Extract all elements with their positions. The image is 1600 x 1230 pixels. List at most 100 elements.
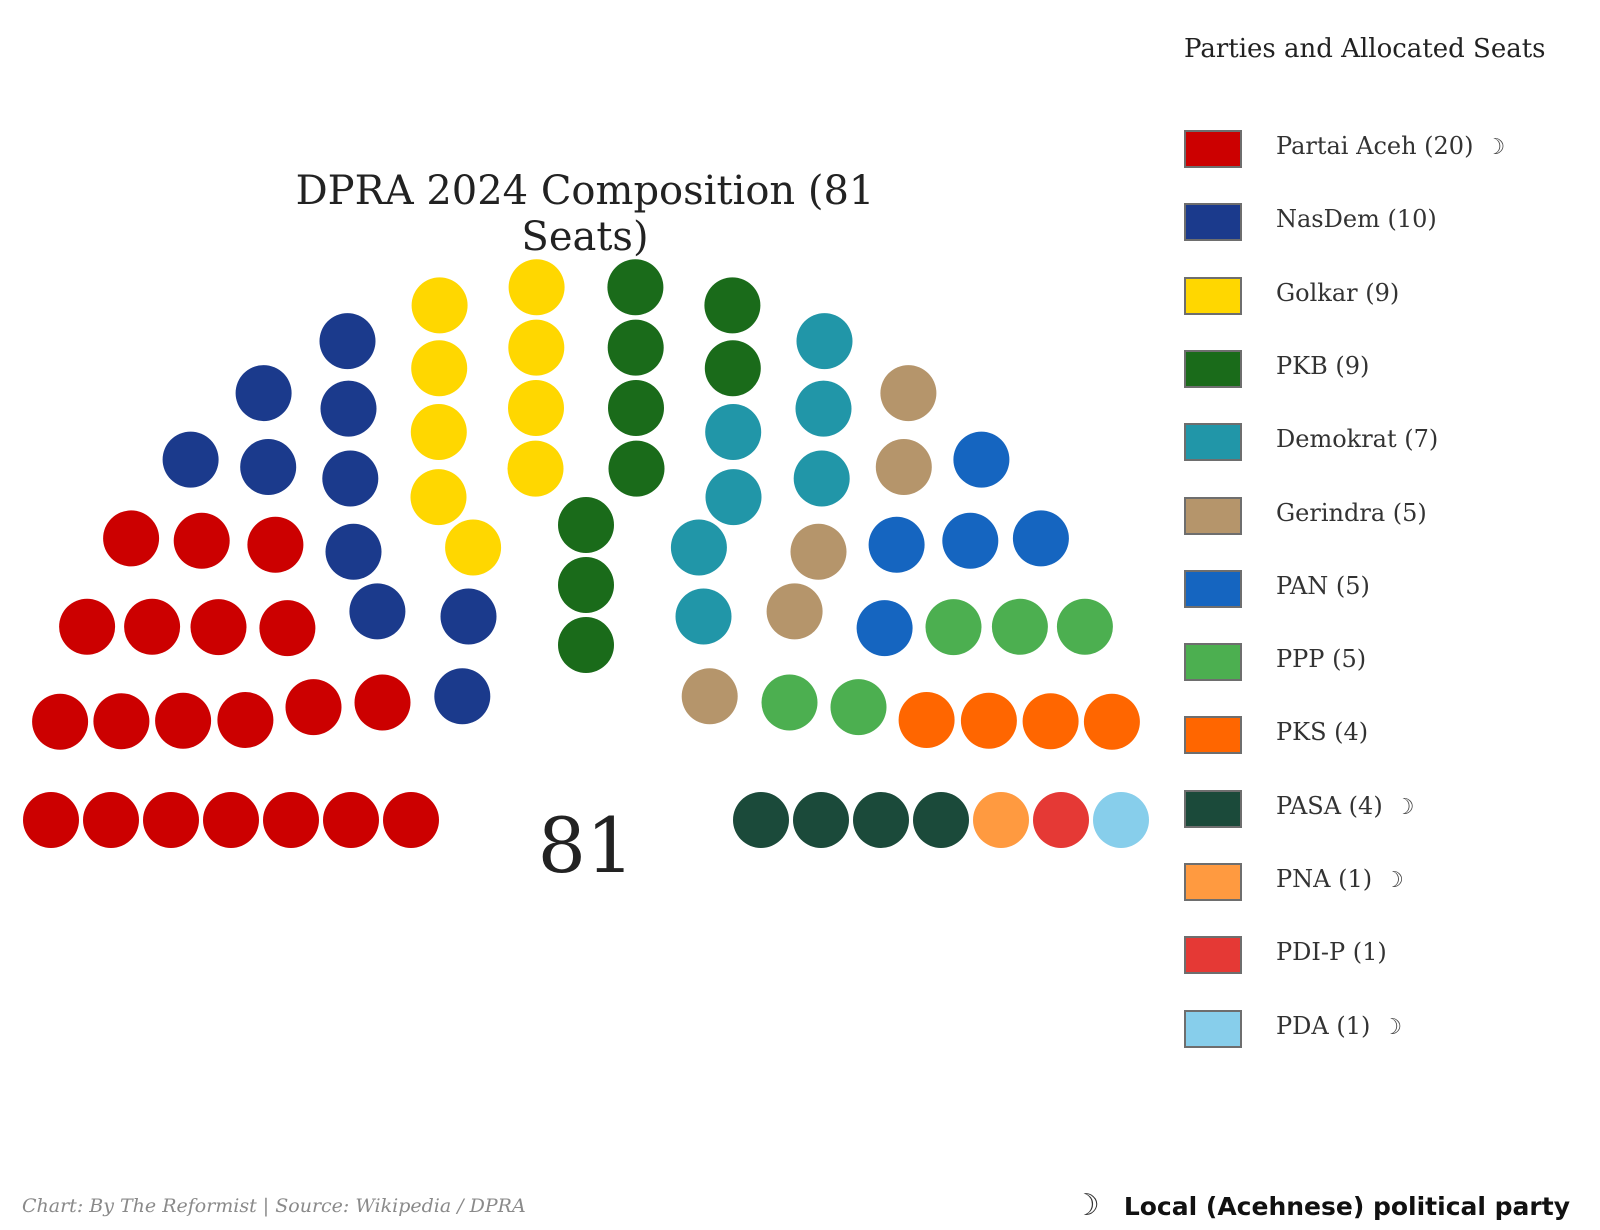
local-party-note: ☽ Local (Acehnese) political party xyxy=(1073,1188,1570,1223)
legend-swatch xyxy=(1184,276,1242,315)
legend-swatch xyxy=(1184,716,1242,755)
seat-dot-partai-aceh xyxy=(155,692,212,749)
legend-label: Demokrat (7) xyxy=(1276,425,1438,453)
seat-dot-golkar xyxy=(508,259,565,316)
seat-dot-partai-aceh xyxy=(323,792,379,848)
seat-dot-partai-aceh xyxy=(285,679,342,736)
seat-dot-pks xyxy=(1022,693,1079,750)
seat-dot-pkb xyxy=(558,497,614,553)
legend-swatch xyxy=(1184,789,1242,828)
legend-label-text: PPP (5) xyxy=(1276,645,1367,674)
seat-dot-partai-aceh xyxy=(83,792,139,848)
seat-dot-gerindra xyxy=(790,523,847,580)
seat-dot-pan xyxy=(953,431,1010,488)
seat-dot-demokrat xyxy=(796,313,853,370)
legend-swatch xyxy=(1184,643,1242,682)
legend-label-text: Demokrat (7) xyxy=(1276,425,1439,454)
seat-dot-ppp xyxy=(991,598,1048,655)
seat-dot-nasdem xyxy=(240,439,297,495)
legend-label: PNA (1) ☽ xyxy=(1276,865,1404,893)
legend-swatch xyxy=(1184,863,1242,901)
legend-item-pkb: PKB (9) xyxy=(1184,349,1564,390)
seat-dot-partai-aceh xyxy=(190,599,247,656)
legend-swatch xyxy=(1184,423,1242,462)
legend-label-text: PAN (5) xyxy=(1276,571,1370,600)
legend-label-text: Partai Aceh (20) xyxy=(1276,132,1474,160)
legend-item-ppp: PPP (5) xyxy=(1184,643,1564,683)
seat-dot-pkb xyxy=(608,380,664,436)
seat-dot-pks xyxy=(960,692,1017,749)
legend-item-nasdem: NasDem (10) xyxy=(1184,203,1564,243)
seat-dot-nasdem xyxy=(235,365,292,422)
legend-label: Golkar (9) xyxy=(1276,279,1399,307)
legend-item-gerindra: Gerindra (5) xyxy=(1184,496,1564,537)
seat-dot-pasa xyxy=(853,792,909,848)
seat-dot-partai-aceh xyxy=(32,693,89,750)
seat-dot-golkar xyxy=(508,319,565,376)
legend-label-text: PKS (4) xyxy=(1276,718,1369,747)
seat-dot-demokrat xyxy=(793,450,850,507)
legend-label-text: Gerindra (5) xyxy=(1276,498,1427,527)
legend-label: PDI-P (1) xyxy=(1276,938,1387,966)
seat-dot-nasdem xyxy=(434,668,491,725)
legend-title: Parties and Allocated Seats xyxy=(1184,34,1546,64)
legend-swatch xyxy=(1184,496,1242,535)
seat-dot-pan xyxy=(856,600,913,657)
seat-dot-demokrat xyxy=(705,404,762,460)
seat-dot-partai-aceh xyxy=(203,792,259,848)
seat-dot-pan xyxy=(942,512,999,569)
seat-dot-ppp xyxy=(830,679,887,736)
seat-dot-pna xyxy=(973,792,1029,848)
seat-dot-pks xyxy=(1083,693,1140,750)
legend-label-text: PNA (1) xyxy=(1276,865,1373,893)
legend-swatch xyxy=(1184,203,1242,242)
crescent-moon-icon: ☽ xyxy=(1394,794,1415,820)
seat-dot-pdi-p xyxy=(1033,792,1089,848)
seat-dot-partai-aceh xyxy=(59,598,116,655)
legend-item-golkar: Golkar (9) xyxy=(1184,276,1564,317)
seat-dot-pkb xyxy=(704,277,761,334)
seat-dot-gerindra xyxy=(766,583,823,640)
legend-label-text: NasDem (10) xyxy=(1276,205,1437,234)
crescent-moon-icon: ☽ xyxy=(1384,868,1404,893)
seat-dot-gerindra xyxy=(681,668,738,725)
legend-swatch xyxy=(1184,936,1242,975)
crescent-moon-icon: ☽ xyxy=(1072,1188,1100,1223)
seat-dot-demokrat xyxy=(675,588,732,645)
seat-dot-pkb xyxy=(608,440,665,497)
legend-label-text: PDI-P (1) xyxy=(1276,938,1387,967)
seat-dot-golkar xyxy=(411,277,468,334)
seat-dot-partai-aceh xyxy=(354,674,411,731)
seat-dot-pks xyxy=(898,692,955,748)
seat-dot-gerindra xyxy=(880,365,937,422)
legend-label-text: Golkar (9) xyxy=(1276,278,1400,307)
legend-swatch xyxy=(1184,130,1242,168)
seat-dot-pkb xyxy=(607,259,664,316)
seat-dot-partai-aceh xyxy=(383,792,439,848)
crescent-moon-icon: ☽ xyxy=(1485,135,1506,160)
legend-label: Partai Aceh (20) ☽ xyxy=(1276,132,1505,160)
seat-dot-ppp xyxy=(761,674,818,731)
seat-dot-pasa xyxy=(793,792,849,848)
seat-dot-pkb xyxy=(607,319,664,376)
legend-label: PAN (5) xyxy=(1276,572,1370,600)
footer-credit: Chart: By The Reformist | Source: Wikipe… xyxy=(22,1195,526,1217)
legend-item-pan: PAN (5) xyxy=(1184,569,1564,610)
legend-swatch xyxy=(1184,569,1242,608)
legend-swatch xyxy=(1184,349,1242,388)
legend-label-text: PKB (9) xyxy=(1276,351,1370,380)
crescent-moon-icon: ☽ xyxy=(1382,1014,1403,1040)
legend-label: PKB (9) xyxy=(1276,352,1369,380)
legend-item-pda: PDA (1) ☽ xyxy=(1184,1009,1564,1050)
legend-label: PKS (4) xyxy=(1276,718,1368,746)
seat-dot-demokrat xyxy=(795,380,852,437)
seat-dot-golkar xyxy=(411,340,468,397)
seat-dot-partai-aceh xyxy=(143,792,199,848)
seat-dot-partai-aceh xyxy=(124,598,181,655)
local-party-note-text: Local (Acehnese) political party xyxy=(1123,1192,1570,1221)
seat-dot-ppp xyxy=(1056,598,1113,655)
seat-dot-pkb xyxy=(558,557,614,613)
legend-label-text: PDA (1) xyxy=(1276,1011,1371,1040)
legend-label: PASA (4) ☽ xyxy=(1276,792,1414,820)
legend-item-pna: PNA (1) ☽ xyxy=(1184,863,1564,903)
